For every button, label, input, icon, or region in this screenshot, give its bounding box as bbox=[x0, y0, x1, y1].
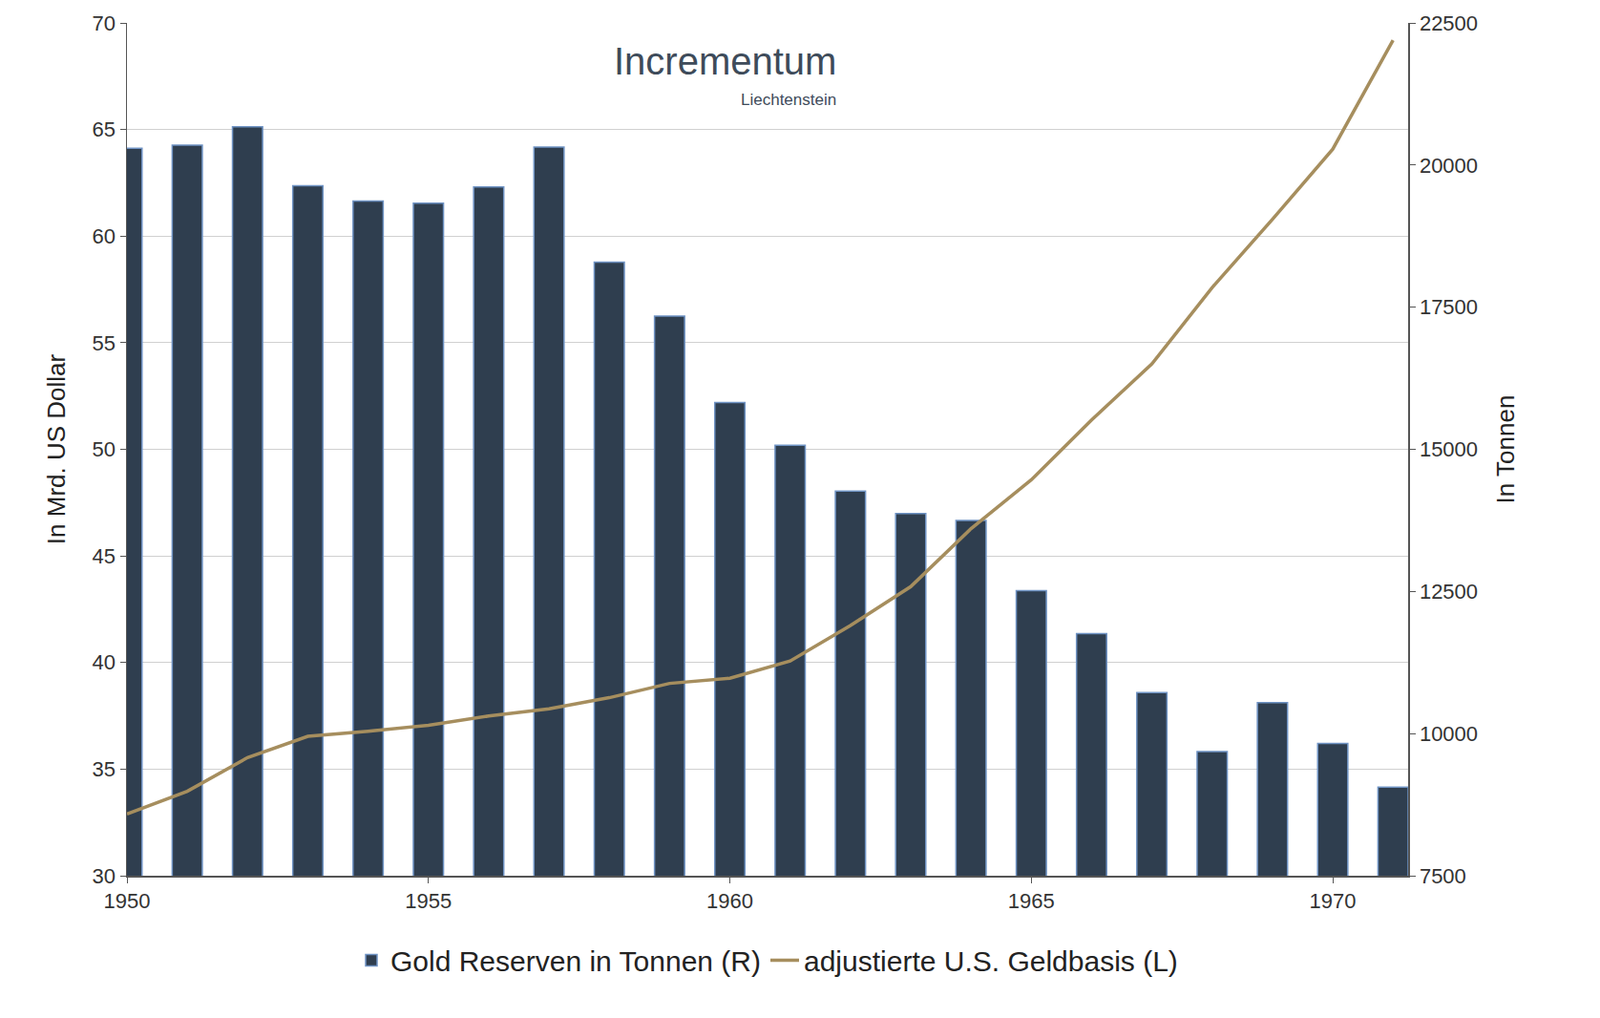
svg-text:17500: 17500 bbox=[1419, 294, 1478, 319]
svg-text:40: 40 bbox=[92, 650, 116, 674]
svg-text:1965: 1965 bbox=[1008, 888, 1055, 913]
svg-text:Liechtenstein: Liechtenstein bbox=[740, 90, 837, 109]
svg-text:1970: 1970 bbox=[1309, 888, 1357, 913]
svg-text:45: 45 bbox=[92, 544, 116, 569]
svg-text:1955: 1955 bbox=[404, 888, 452, 913]
svg-text:adjustierte U.S. Geldbasis (L): adjustierte U.S. Geldbasis (L) bbox=[803, 945, 1179, 977]
svg-text:22500: 22500 bbox=[1419, 11, 1478, 36]
svg-text:70: 70 bbox=[92, 11, 116, 36]
svg-text:35: 35 bbox=[92, 757, 116, 781]
svg-text:1960: 1960 bbox=[706, 888, 754, 913]
svg-text:Gold Reserven in Tonnen (R): Gold Reserven in Tonnen (R) bbox=[390, 945, 761, 977]
svg-text:60: 60 bbox=[92, 224, 116, 249]
svg-text:10000: 10000 bbox=[1419, 721, 1478, 746]
svg-text:In Tonnen: In Tonnen bbox=[1491, 395, 1520, 505]
svg-text:1950: 1950 bbox=[104, 888, 151, 913]
svg-text:20000: 20000 bbox=[1419, 153, 1478, 178]
svg-text:50: 50 bbox=[92, 437, 116, 462]
svg-text:15000: 15000 bbox=[1419, 437, 1478, 462]
svg-text:65: 65 bbox=[92, 117, 116, 142]
svg-text:In Mrd. US Dollar: In Mrd. US Dollar bbox=[42, 353, 71, 545]
svg-text:12500: 12500 bbox=[1419, 579, 1478, 604]
svg-text:55: 55 bbox=[92, 331, 116, 356]
svg-text:7500: 7500 bbox=[1419, 863, 1467, 888]
svg-text:Incrementum: Incrementum bbox=[613, 40, 837, 83]
svg-text:30: 30 bbox=[92, 863, 116, 888]
